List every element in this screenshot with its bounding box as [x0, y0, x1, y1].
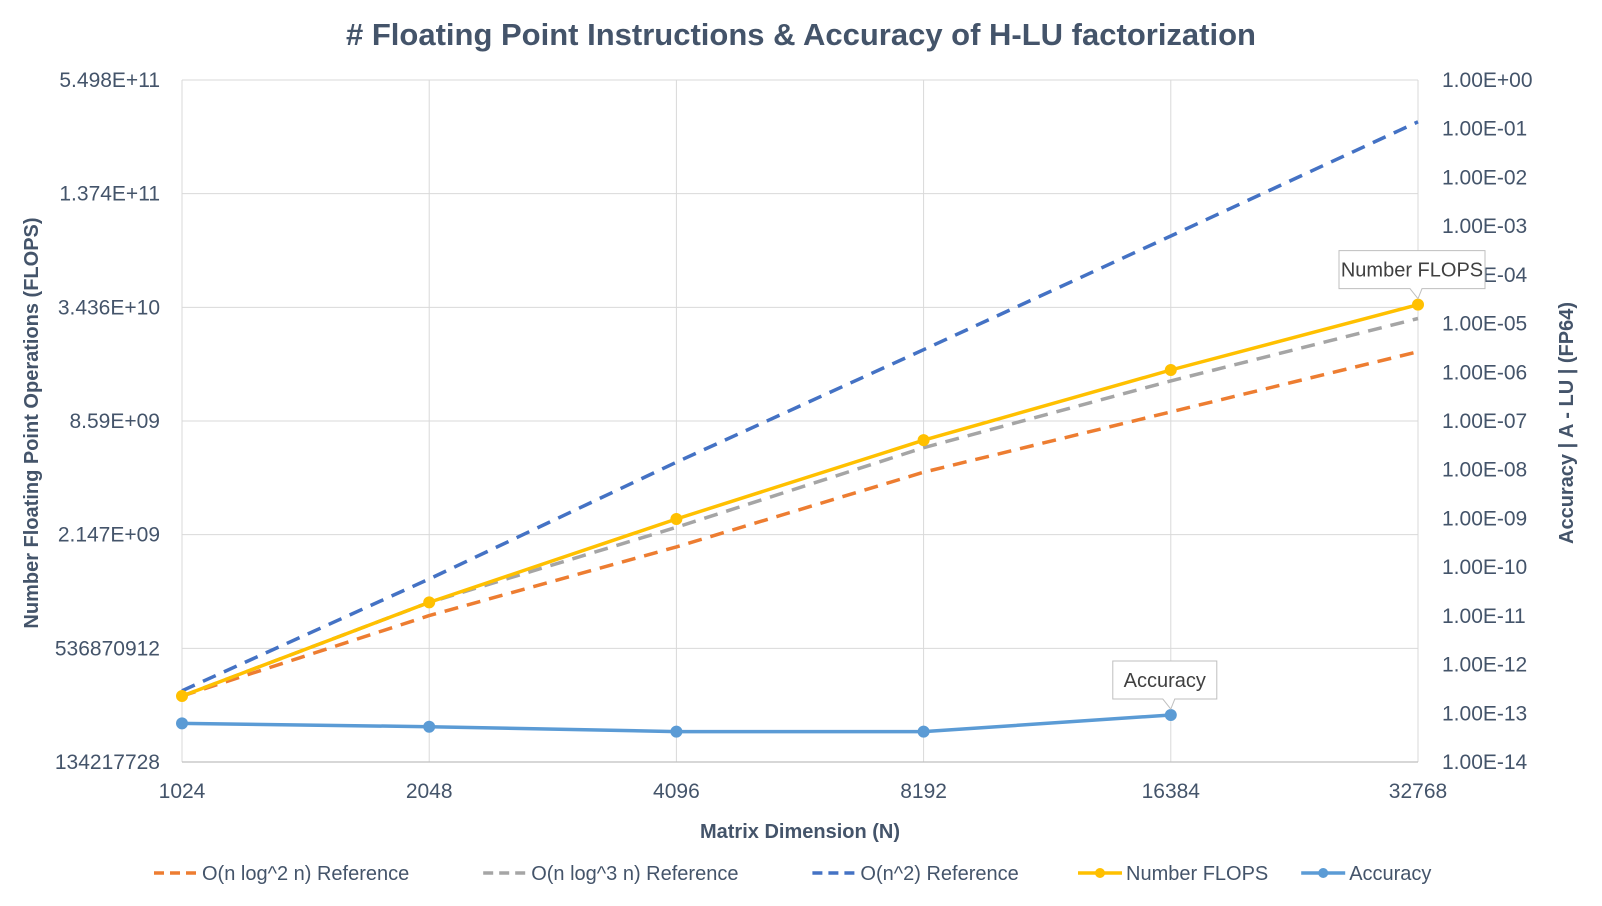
y-right-tick-label: 1.00E-10: [1442, 556, 1527, 579]
series-point-3: [1412, 298, 1424, 311]
legend-item-0: O(n log^2 n) Reference: [154, 863, 409, 885]
callout-label: Number FLOPS: [1341, 260, 1483, 282]
y-left-tick-label: 536870912: [55, 637, 160, 660]
series-line-0: [181, 349, 1419, 698]
legend-label: O(n log^3 n) Reference: [531, 863, 738, 885]
y-right-tick-label: 1.00E-08: [1442, 459, 1527, 482]
callouts: Number FLOPS Accuracy: [1112, 250, 1486, 711]
y-axis-right-label: Accuracy | A - LU | (FP64): [1556, 302, 1578, 544]
y-left-tick-label: 1.374E+11: [59, 183, 160, 206]
data-callout-4: Accuracy: [1112, 660, 1218, 711]
y-axis-left-label: Number Floating Point Operations (FLOPS): [21, 217, 43, 628]
series-layer: [176, 120, 1424, 738]
legend-item-1: O(n log^3 n) Reference: [483, 863, 738, 885]
series-point-4: [1164, 709, 1177, 722]
series-point-3: [917, 434, 930, 447]
legend-marker: [1095, 868, 1105, 878]
callout-label: Accuracy: [1124, 670, 1206, 692]
y-right-tick-label: 1.00E-09: [1442, 507, 1527, 530]
x-axis-label: Matrix Dimension (N): [700, 821, 900, 843]
data-callout-3: Number FLOPS: [1338, 250, 1486, 300]
callout-box: [1112, 660, 1218, 711]
y-right-tick-label: 1.00E-13: [1442, 702, 1527, 725]
legend-label: O(n log^2 n) Reference: [202, 863, 409, 885]
series-point-4: [670, 725, 683, 738]
x-tick-label: 8192: [900, 780, 947, 803]
series-point-4: [917, 725, 930, 738]
y-left-tick-label: 3.436E+10: [58, 296, 160, 319]
series-point-3: [1164, 364, 1177, 377]
legend-item-2: O(n^2) Reference: [812, 863, 1019, 885]
y-right-tick-label: 1.00E-12: [1442, 654, 1527, 677]
series-point-3: [423, 596, 436, 609]
y-left-tick-label: 2.147E+09: [58, 524, 160, 547]
x-tick-label: 16384: [1142, 780, 1201, 803]
series-point-3: [670, 512, 683, 525]
callout-box: [1338, 250, 1486, 300]
y-right-tick-label: 1.00E-05: [1442, 313, 1527, 336]
legend-label: Number FLOPS: [1126, 863, 1268, 885]
x-tick-label: 1024: [159, 780, 206, 803]
tick-labels: 1024 2048 4096 8192 16384 32768 134217728 53687…: [55, 69, 1533, 803]
y-right-tick-label: 1.00E-02: [1442, 166, 1527, 189]
legend-label: Accuracy: [1349, 863, 1431, 885]
y-left-tick-label: 8.59E+09: [69, 410, 160, 433]
y-left-tick-label: 134217728: [55, 751, 160, 774]
y-right-tick-label: 1.00E-06: [1442, 361, 1527, 384]
series-point-4: [423, 720, 436, 733]
y-right-tick-label: 1.00E-14: [1442, 751, 1528, 774]
legend-label: O(n^2) Reference: [860, 863, 1018, 885]
legend-item-4: Accuracy: [1301, 863, 1431, 885]
x-tick-label: 32768: [1389, 780, 1447, 803]
y-left-tick-label: 5.498E+11: [59, 69, 160, 92]
x-tick-label: 2048: [406, 780, 453, 803]
y-right-tick-label: 1.00E-07: [1442, 410, 1527, 433]
series-line-3: [181, 303, 1419, 698]
series-point-4: [176, 717, 188, 730]
legend: O(n log^2 n) Reference O(n log^3 n) Refer…: [154, 863, 1431, 885]
series-line-2: [181, 120, 1419, 693]
legend-item-3: Number FLOPS: [1078, 863, 1268, 885]
series-point-3: [176, 690, 188, 703]
y-right-tick-label: 1.00E-03: [1442, 215, 1527, 238]
y-right-tick-label: 1.00E-11: [1442, 605, 1526, 628]
x-tick-label: 4096: [653, 780, 700, 803]
chart-title: # Floating Point Instructions & Accuracy…: [346, 17, 1256, 52]
legend-marker: [1318, 868, 1329, 878]
grid: [181, 79, 1419, 763]
y-right-tick-label: 1.00E+00: [1442, 69, 1533, 92]
y-right-tick-label: 1.00E-01: [1442, 118, 1527, 141]
